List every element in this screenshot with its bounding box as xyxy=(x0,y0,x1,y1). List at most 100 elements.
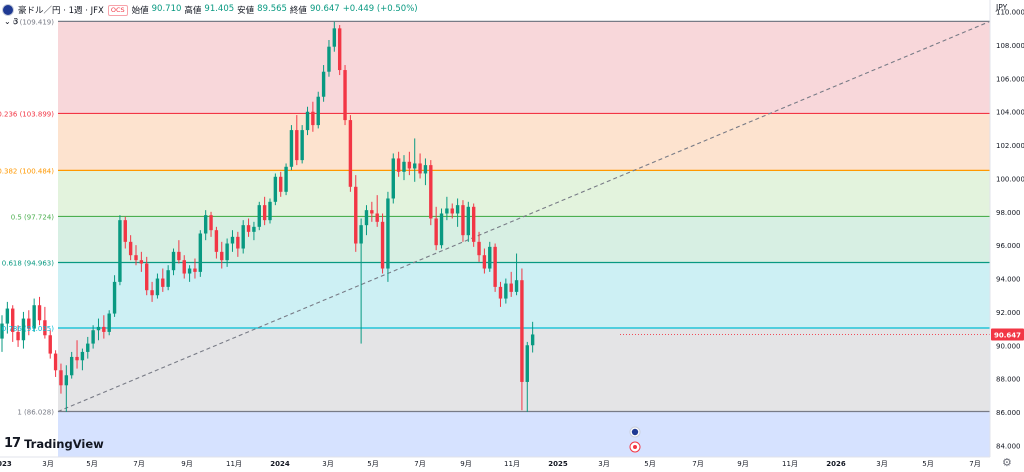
fib-band-6 xyxy=(58,411,990,457)
time-tick-label: 7月 xyxy=(692,460,703,468)
fib-bands xyxy=(58,21,990,457)
candle-body xyxy=(370,210,374,214)
candle-body xyxy=(418,163,422,174)
candle-body xyxy=(193,268,197,272)
candle-body xyxy=(123,220,127,242)
time-tick-label: 2025 xyxy=(548,460,568,468)
symbol-header: 豪ドル／円 · 1週 · JFX OCS 始値 90.710 高値 91.405 安… xyxy=(2,3,418,17)
candle-body xyxy=(252,226,256,232)
time-tick-label: 3月 xyxy=(598,460,609,468)
fib-band-2 xyxy=(58,170,990,217)
event-dividend-dot xyxy=(633,445,637,449)
fib-label-3: 0.5 (97.724) xyxy=(11,213,55,221)
time-tick-label: 9月 xyxy=(181,460,192,468)
time-tick-label: 3月 xyxy=(42,460,53,468)
symbol-title[interactable]: 豪ドル／円 · 1週 · JFX xyxy=(18,6,104,16)
candle-body xyxy=(59,370,63,386)
candle-body xyxy=(64,375,69,386)
last-price-label: 90.647 xyxy=(994,331,1021,339)
open-value: 90.710 xyxy=(151,4,182,14)
candle-body xyxy=(118,220,122,282)
time-tick-label: 7月 xyxy=(414,460,425,468)
candle-body xyxy=(488,246,492,269)
time-axis[interactable]: 2023 3月 5月 7月 9月 11月 2024 3月 5月 7月 9月 11月 2025 3月 5月 7月… xyxy=(0,456,990,472)
currency-label[interactable]: JPY xyxy=(996,3,1008,12)
candle-body xyxy=(161,278,165,287)
fib-band-0 xyxy=(58,21,990,114)
candle-body xyxy=(348,120,353,187)
price-tick-label: 88.000 xyxy=(996,376,1021,384)
candle-body xyxy=(321,71,326,97)
candle-body xyxy=(198,233,203,272)
candle-body xyxy=(498,286,503,299)
price-axis[interactable]: 84.000 86.000 88.000 90.000 92.000 94.000 96.0… xyxy=(989,0,1024,472)
candle-body xyxy=(16,331,20,341)
time-tick-label: 5月 xyxy=(86,460,97,468)
time-tick-label: 11月 xyxy=(226,460,242,468)
candle-body xyxy=(112,281,117,314)
candle-body xyxy=(396,158,401,172)
price-tick-label: 90.000 xyxy=(996,342,1021,350)
candle-body xyxy=(514,280,519,292)
candle-body xyxy=(48,335,52,354)
candle-body xyxy=(434,218,438,246)
low-label: 安値 xyxy=(237,6,255,16)
candle-body xyxy=(21,318,26,341)
candle-body xyxy=(225,243,229,261)
candle-body xyxy=(171,251,176,271)
candle-body xyxy=(520,280,524,382)
candle-body xyxy=(246,225,251,232)
candle-body xyxy=(316,96,320,126)
fib-label-6: 1 (86.028) xyxy=(17,409,54,417)
time-tick-label: 7月 xyxy=(969,460,980,468)
candle-body xyxy=(268,201,272,221)
fib-label-1: 0.236 (103.899) xyxy=(0,110,54,118)
candle-body xyxy=(380,221,385,269)
candle-body xyxy=(86,343,90,352)
price-tick-label: 110.000 xyxy=(996,9,1024,17)
candle-body xyxy=(354,186,358,244)
time-tick-label: 5月 xyxy=(644,460,655,468)
candle-body xyxy=(145,263,149,291)
candle-body xyxy=(461,205,465,236)
price-tick-label: 102.000 xyxy=(996,142,1024,150)
price-tick-label: 94.000 xyxy=(996,276,1021,284)
indicator-counter[interactable]: ⌄ 3 xyxy=(4,17,19,26)
candle-body xyxy=(230,236,235,244)
fib-label-4: 0.618 (94.963) xyxy=(2,259,54,267)
gear-icon[interactable]: ⚙ xyxy=(1002,456,1012,469)
time-axis-bg xyxy=(0,457,990,472)
candle-body xyxy=(493,246,497,287)
price-axis-bg xyxy=(990,0,1024,472)
candle-body xyxy=(37,305,42,321)
fib-trend-line-path xyxy=(57,20,991,413)
high-value: 91.405 xyxy=(204,4,235,14)
candle-body xyxy=(241,225,245,249)
candle-body xyxy=(407,161,412,169)
ohlc-values: 始値 90.710 高値 91.405 安値 89.565 終値 90.647 +0.4… xyxy=(132,4,418,16)
candle-body xyxy=(337,28,342,71)
candle-body xyxy=(375,213,379,222)
candle-body xyxy=(0,323,4,339)
candle-body xyxy=(166,270,170,287)
fib-band-3 xyxy=(58,216,990,263)
candle-body xyxy=(343,70,347,121)
event-markers[interactable] xyxy=(629,426,641,453)
candle-body xyxy=(102,326,106,332)
price-tick-label: 92.000 xyxy=(996,309,1021,317)
candle-body xyxy=(509,283,513,292)
candle-body xyxy=(284,166,288,192)
open-label: 始値 xyxy=(131,6,149,16)
price-tick-label: 84.000 xyxy=(996,442,1021,450)
fib-label-2: 0.382 (100.484) xyxy=(0,167,54,175)
candle-body xyxy=(27,318,31,329)
candle-body xyxy=(402,161,406,172)
candle-body xyxy=(80,351,85,361)
candle-body xyxy=(477,241,481,256)
candle-body xyxy=(413,163,417,169)
candle-body xyxy=(134,255,138,261)
candle-body xyxy=(289,130,294,167)
candle-body xyxy=(177,251,181,261)
fib-label-5: 0.786 (91.035) xyxy=(2,325,54,333)
